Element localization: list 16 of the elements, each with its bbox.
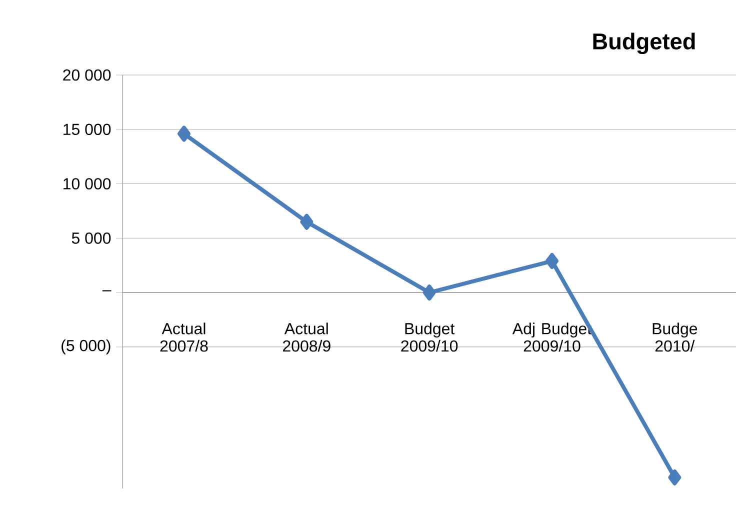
point [300,214,314,230]
point [422,284,436,301]
y-tick-label: 10 000 [64,178,111,190]
x-tick-label: Actual 2007/8 [160,322,208,352]
x-tick-label: Actual 2008/9 [282,322,330,352]
x-tick-label: Budget 2009/10 [401,322,458,352]
y-tick-label: 15 000 [64,124,111,136]
chart-title: Budgeted [593,32,695,54]
point [668,469,682,486]
y-tick-label: 5 000 [72,232,111,244]
point [546,253,559,269]
x-tick-label: Budge 2010/ [652,322,698,352]
y-tick-label: (5 000) [62,339,110,354]
y-tick-label: – [102,290,112,292]
point [178,126,190,142]
y-tick-label: 20 000 [63,69,111,81]
